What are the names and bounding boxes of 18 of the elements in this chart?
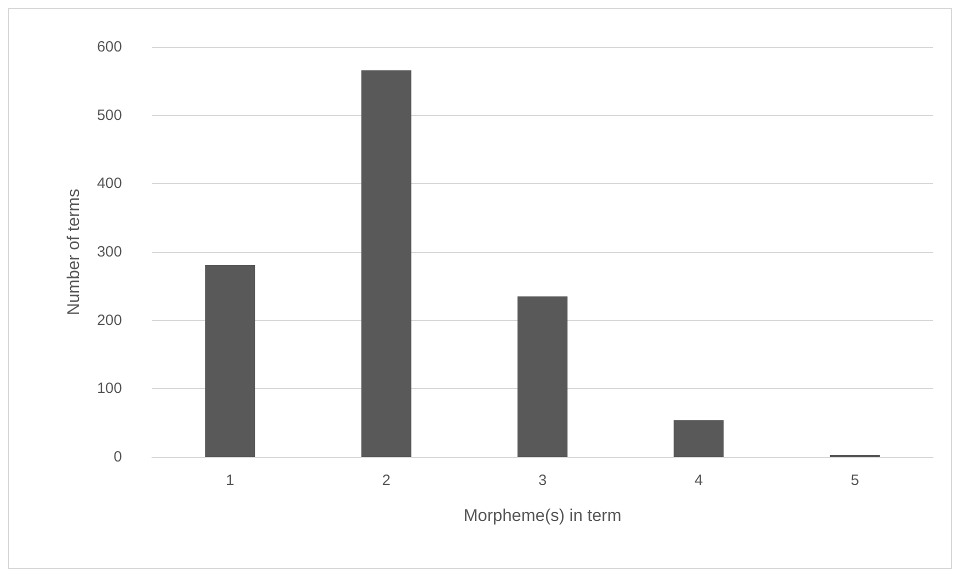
x-tick-label: 1 <box>226 472 234 489</box>
y-tick-label: 300 <box>96 244 122 260</box>
bar <box>205 264 256 457</box>
y-axis-title: Number of terms <box>64 188 83 316</box>
y-tick-label: 400 <box>96 175 122 192</box>
bar <box>518 296 568 457</box>
x-axis-title: Morpheme(s) in term <box>464 506 622 525</box>
x-tick-label: 3 <box>538 472 547 489</box>
y-tick-label: 0 <box>114 448 122 466</box>
bar <box>361 70 412 457</box>
y-tick-label: 600 <box>96 38 122 56</box>
y-tick-label: 500 <box>96 106 122 124</box>
x-tick-label: 5 <box>850 472 860 489</box>
y-tick-label: 200 <box>96 312 122 329</box>
x-tick-label: 2 <box>382 472 390 489</box>
y-tick-label: 100 <box>96 380 122 398</box>
bar <box>674 420 724 457</box>
x-tick-label: 4 <box>694 472 703 489</box>
